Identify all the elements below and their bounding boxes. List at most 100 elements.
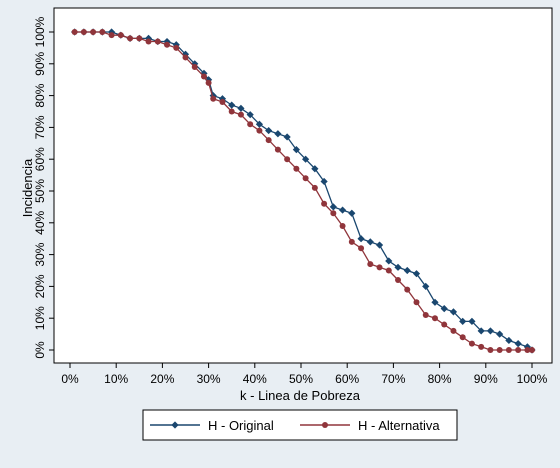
data-point-h-original xyxy=(375,241,384,249)
legend-marker-h-original xyxy=(171,421,179,429)
data-point-h-original xyxy=(403,266,411,275)
data-point-h-original xyxy=(477,327,485,335)
x-tick-label: 0% xyxy=(61,372,79,386)
data-point-h-alternativa xyxy=(395,277,402,284)
data-point-h-alternativa xyxy=(339,222,346,229)
data-point-h-alternativa xyxy=(237,111,244,118)
data-point-h-alternativa xyxy=(515,347,522,353)
legend-label-h-original: H - Original xyxy=(208,418,274,433)
y-axis: 0% 10% 20% 30% 40% 50% 60% 70% 80% 90% 100% xyxy=(33,16,54,359)
data-point-h-original xyxy=(505,336,513,345)
y-tick-label: 60% xyxy=(33,147,47,171)
y-tick-label: 80% xyxy=(33,83,47,107)
data-point-h-alternativa xyxy=(154,38,161,45)
y-axis-title: Incidencia xyxy=(20,158,35,217)
data-point-h-alternativa xyxy=(321,200,328,207)
legend-item-h-original: H - Original xyxy=(150,418,274,433)
data-point-h-original xyxy=(311,165,319,173)
data-point-h-alternativa xyxy=(524,347,531,353)
data-point-h-original xyxy=(459,317,467,325)
data-point-h-original xyxy=(440,305,448,313)
data-point-h-original xyxy=(255,120,264,128)
data-point-h-original xyxy=(514,340,522,348)
data-point-h-alternativa xyxy=(200,73,207,80)
x-tick-label: 60% xyxy=(335,372,359,386)
x-tick-label: 70% xyxy=(381,372,405,386)
y-tick-label: 10% xyxy=(33,306,47,330)
data-point-h-original xyxy=(237,104,245,112)
data-point-h-alternativa xyxy=(127,35,134,42)
y-tick-label: 90% xyxy=(33,51,47,75)
y-tick-label: 20% xyxy=(33,274,47,298)
data-point-h-alternativa xyxy=(302,175,309,182)
data-point-h-alternativa xyxy=(358,245,365,252)
data-point-h-alternativa xyxy=(219,98,226,105)
legend-item-h-alternativa: H - Alternativa xyxy=(300,418,440,433)
legend: H - Original H - Alternativa xyxy=(142,409,458,441)
data-point-h-alternativa xyxy=(191,63,198,70)
data-point-h-original xyxy=(283,133,291,141)
data-point-h-alternativa xyxy=(228,108,235,115)
x-tick-label: 80% xyxy=(428,372,452,386)
data-point-h-alternativa xyxy=(205,79,212,86)
data-point-h-original xyxy=(320,177,328,186)
data-point-h-alternativa xyxy=(367,261,374,268)
x-tick-label: 20% xyxy=(150,372,174,386)
plot-area xyxy=(53,7,553,364)
data-point-h-original xyxy=(181,50,190,58)
data-point-h-alternativa xyxy=(173,44,180,51)
data-point-h-alternativa xyxy=(274,146,281,153)
data-point-h-alternativa xyxy=(478,343,485,350)
data-point-h-alternativa xyxy=(108,32,115,39)
legend-marker-h-alternativa xyxy=(322,422,328,428)
x-tick-label: 50% xyxy=(289,372,313,386)
data-point-h-alternativa xyxy=(80,29,87,35)
data-point-h-alternativa xyxy=(182,54,189,61)
x-tick-label: 100% xyxy=(517,372,548,386)
legend-label-h-alternativa: H - Alternativa xyxy=(358,418,440,433)
data-point-h-alternativa xyxy=(376,264,383,271)
data-point-h-original xyxy=(468,317,476,325)
data-point-h-alternativa xyxy=(422,312,429,319)
x-tick-label: 40% xyxy=(243,372,267,386)
data-point-h-original xyxy=(246,111,254,119)
data-point-h-original xyxy=(385,257,393,265)
data-point-h-original xyxy=(422,282,430,290)
data-point-h-alternativa xyxy=(385,267,392,274)
data-point-h-alternativa xyxy=(311,184,318,191)
y-tick-label: 40% xyxy=(33,210,47,234)
data-point-h-alternativa xyxy=(441,321,448,328)
series-layer xyxy=(71,28,536,354)
series-line-h-alternativa xyxy=(74,31,532,351)
data-point-h-original xyxy=(348,209,356,217)
data-point-h-alternativa xyxy=(529,347,535,353)
data-point-h-alternativa xyxy=(505,347,512,353)
data-point-h-original xyxy=(329,203,337,211)
y-tick-label: 50% xyxy=(33,179,47,203)
data-point-h-alternativa xyxy=(496,347,503,353)
data-point-h-alternativa xyxy=(247,121,254,128)
x-tick-label: 90% xyxy=(474,372,498,386)
data-point-h-alternativa xyxy=(348,238,355,245)
data-point-h-alternativa xyxy=(256,127,263,134)
data-point-h-alternativa xyxy=(404,286,411,293)
data-point-h-original xyxy=(449,308,458,316)
data-point-h-alternativa xyxy=(265,137,272,144)
data-point-h-original xyxy=(274,130,282,138)
data-point-h-original xyxy=(107,28,116,36)
data-point-h-alternativa xyxy=(468,340,475,347)
data-point-h-original xyxy=(228,101,236,109)
data-point-h-original xyxy=(338,206,347,214)
x-axis: 0% 10% 20% 30% 40% 50% 60% 70% 80% 90% 100% xyxy=(61,363,548,386)
data-point-h-original xyxy=(302,155,310,163)
y-tick-label: 0% xyxy=(33,341,47,359)
data-point-h-alternativa xyxy=(210,95,217,102)
x-axis-title: k - Linea de Pobreza xyxy=(240,388,361,403)
data-point-h-alternativa xyxy=(284,156,291,163)
data-point-h-alternativa xyxy=(145,38,152,45)
data-point-h-original xyxy=(486,327,495,335)
data-point-h-original xyxy=(496,330,504,338)
data-point-h-original xyxy=(431,298,439,306)
